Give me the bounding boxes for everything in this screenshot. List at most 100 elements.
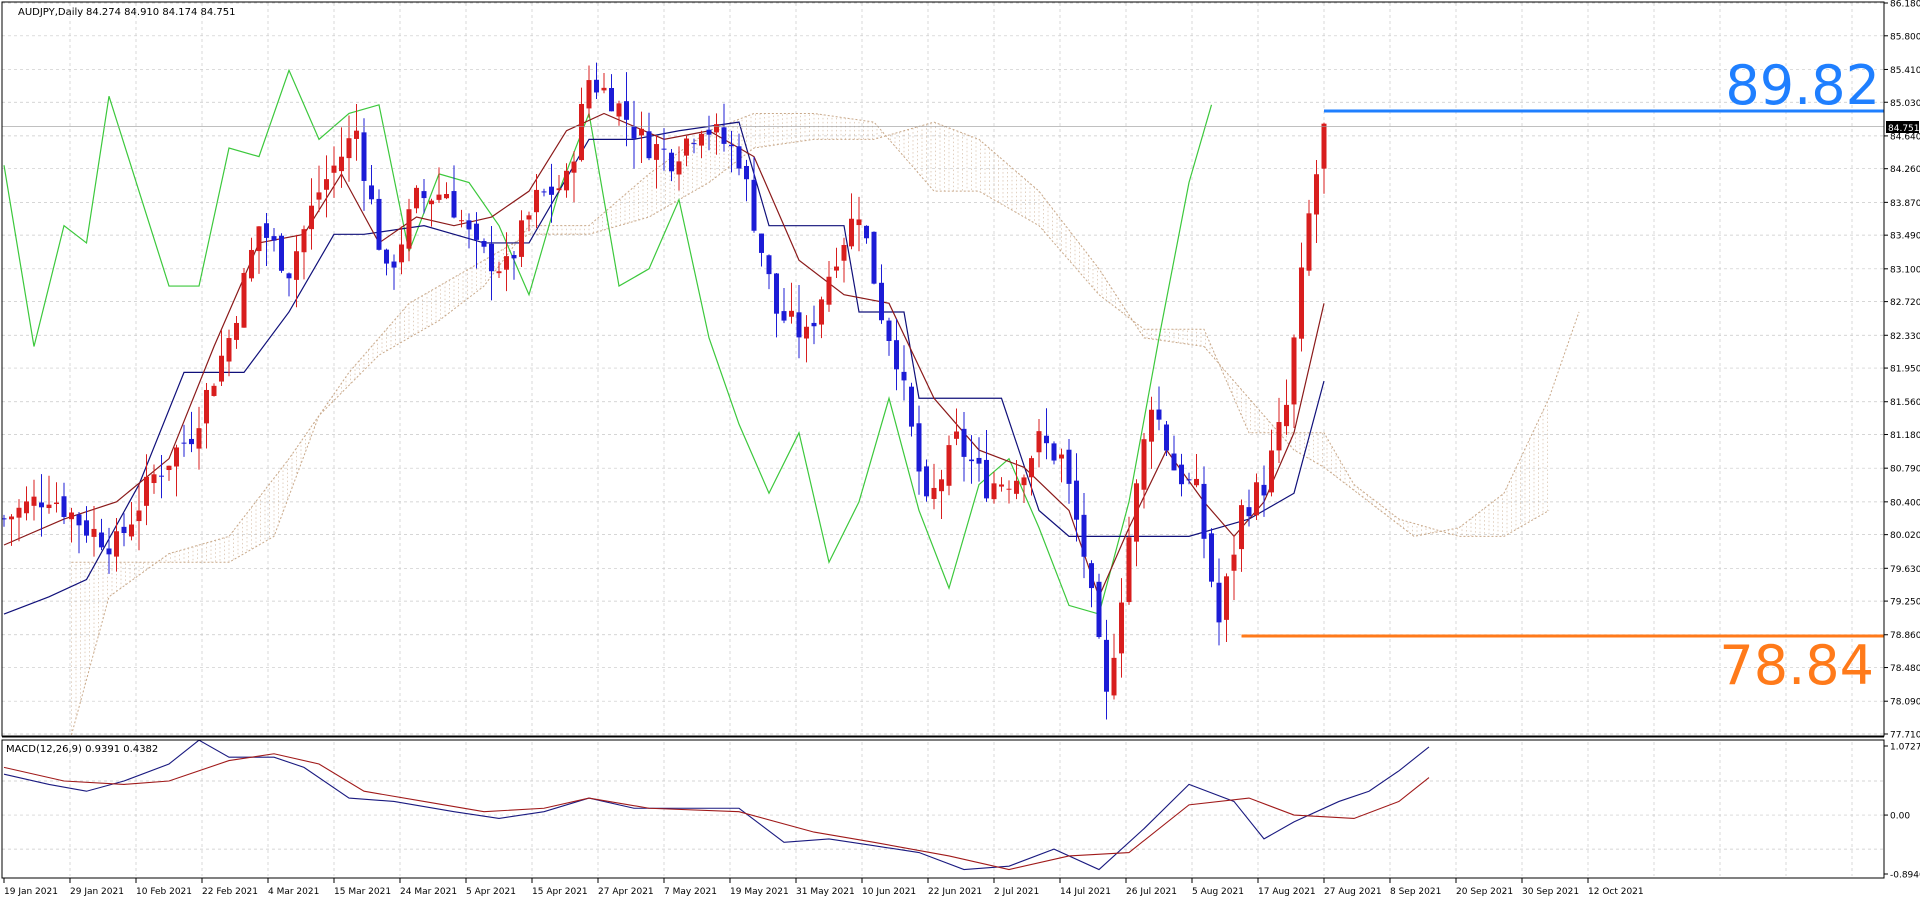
candle-bear <box>646 131 652 159</box>
candle-bear <box>451 191 457 218</box>
candle-bear <box>1186 479 1192 481</box>
candle-bull <box>414 187 419 209</box>
candle-bear <box>421 191 427 199</box>
candle-bull <box>1276 422 1282 451</box>
candle-bear <box>376 198 382 250</box>
candle-bull <box>196 428 202 449</box>
chikou-line <box>3 68 1213 615</box>
candle-bull <box>459 220 464 222</box>
y-tick-label: 85.410 <box>1890 66 1920 76</box>
candle-bear <box>1074 480 1079 520</box>
candle-bull <box>294 251 299 280</box>
candle-bull <box>939 479 944 492</box>
x-tick-label: 5 Aug 2021 <box>1192 887 1244 897</box>
candle-bull <box>819 299 824 325</box>
x-tick-label: 19 May 2021 <box>730 887 789 897</box>
candle-bear <box>1261 484 1267 496</box>
current-price-tag <box>1886 121 1919 133</box>
candle-bear <box>624 101 629 120</box>
candle-bull <box>1314 174 1319 215</box>
candle-bear <box>886 320 892 341</box>
candle-bull <box>339 156 344 172</box>
candle-bear <box>901 371 907 381</box>
candle-bull <box>346 138 352 159</box>
candle-bull <box>1284 404 1289 427</box>
candle-bull <box>999 484 1004 487</box>
x-tick-label: 10 Feb 2021 <box>136 887 192 897</box>
candle-bull <box>519 220 524 257</box>
x-tick-label: 7 May 2021 <box>664 887 717 897</box>
y-tick-label: 83.490 <box>1890 232 1920 242</box>
candle-bear <box>369 185 374 200</box>
candle-bull <box>1111 657 1117 696</box>
candle-bull <box>504 256 509 270</box>
low-level-label: 78.84 <box>1719 634 1874 697</box>
candle-bear <box>721 127 727 144</box>
candle-bull <box>616 103 622 117</box>
x-tick-label: 15 Mar 2021 <box>334 887 391 897</box>
candle-bear <box>84 520 89 536</box>
candle-bear <box>1096 581 1102 638</box>
candle-bull <box>54 502 59 505</box>
candle-bull <box>946 445 952 486</box>
candle-bull <box>151 474 157 484</box>
candle-bear <box>361 132 367 181</box>
candle-bull <box>804 326 809 339</box>
candle-bull <box>69 512 74 520</box>
candle-bull <box>571 161 577 173</box>
ohlc-readout: 84.274 84.910 84.174 84.751 <box>86 7 236 18</box>
candle-bear <box>489 243 494 272</box>
y-tick-label: 78.860 <box>1890 631 1920 641</box>
candle-bear <box>541 191 547 193</box>
candle-bear <box>511 255 517 259</box>
x-tick-label: 22 Jun 2021 <box>928 887 982 897</box>
candle-bear <box>1089 563 1094 589</box>
x-tick-label: 27 Aug 2021 <box>1324 887 1382 897</box>
candle-bull <box>1029 458 1034 478</box>
candle-bear <box>1104 639 1109 692</box>
candle-bull <box>1231 554 1237 571</box>
candle-bull <box>556 188 562 191</box>
candle-bear <box>264 223 269 238</box>
candle-bull <box>331 165 337 173</box>
candle-bull <box>1021 477 1027 486</box>
candle-bull <box>1036 431 1042 453</box>
x-tick-label: 15 Apr 2021 <box>532 887 588 897</box>
current-price-tag-text: 84.751 <box>1888 124 1920 134</box>
candle-bull <box>174 447 179 467</box>
y-tick-label: 82.330 <box>1890 332 1920 342</box>
candle-bull <box>241 272 247 328</box>
candle-bear <box>181 442 187 444</box>
candle-bear <box>766 255 772 275</box>
candle-bear <box>1201 483 1207 539</box>
candle-bull <box>436 194 442 200</box>
candle-bear <box>474 223 479 240</box>
x-tick-label: 2 Jul 2021 <box>994 887 1039 897</box>
candle-bear <box>894 340 899 370</box>
y-tick-label: 78.480 <box>1890 664 1920 674</box>
x-tick-label: 26 Jul 2021 <box>1126 887 1177 897</box>
candle-bull <box>526 215 532 220</box>
candle-bear <box>924 466 929 497</box>
macd-lines <box>3 739 1430 871</box>
x-tick-label: 27 Apr 2021 <box>598 887 654 897</box>
candle-bull <box>1239 505 1244 550</box>
candle-bear <box>759 233 764 253</box>
candle-bull <box>1254 482 1259 516</box>
candle-bear <box>1044 435 1049 444</box>
candle-bear <box>1209 533 1214 582</box>
candle-bear <box>774 273 779 314</box>
y-tick-label: 79.630 <box>1890 565 1920 575</box>
candles <box>1 62 1327 720</box>
candle-bear <box>39 502 44 508</box>
main-frame <box>1 1 1885 737</box>
candle-bull <box>826 276 832 305</box>
candle-bear <box>736 146 742 169</box>
x-tick-label: 5 Apr 2021 <box>466 887 516 897</box>
candle-bull <box>211 385 217 396</box>
candle-bear <box>1164 424 1169 451</box>
macd-label: MACD(12,26,9) 0.9391 0.4382 <box>6 744 158 755</box>
candle-bear <box>594 79 599 93</box>
candle-bull <box>31 496 37 506</box>
